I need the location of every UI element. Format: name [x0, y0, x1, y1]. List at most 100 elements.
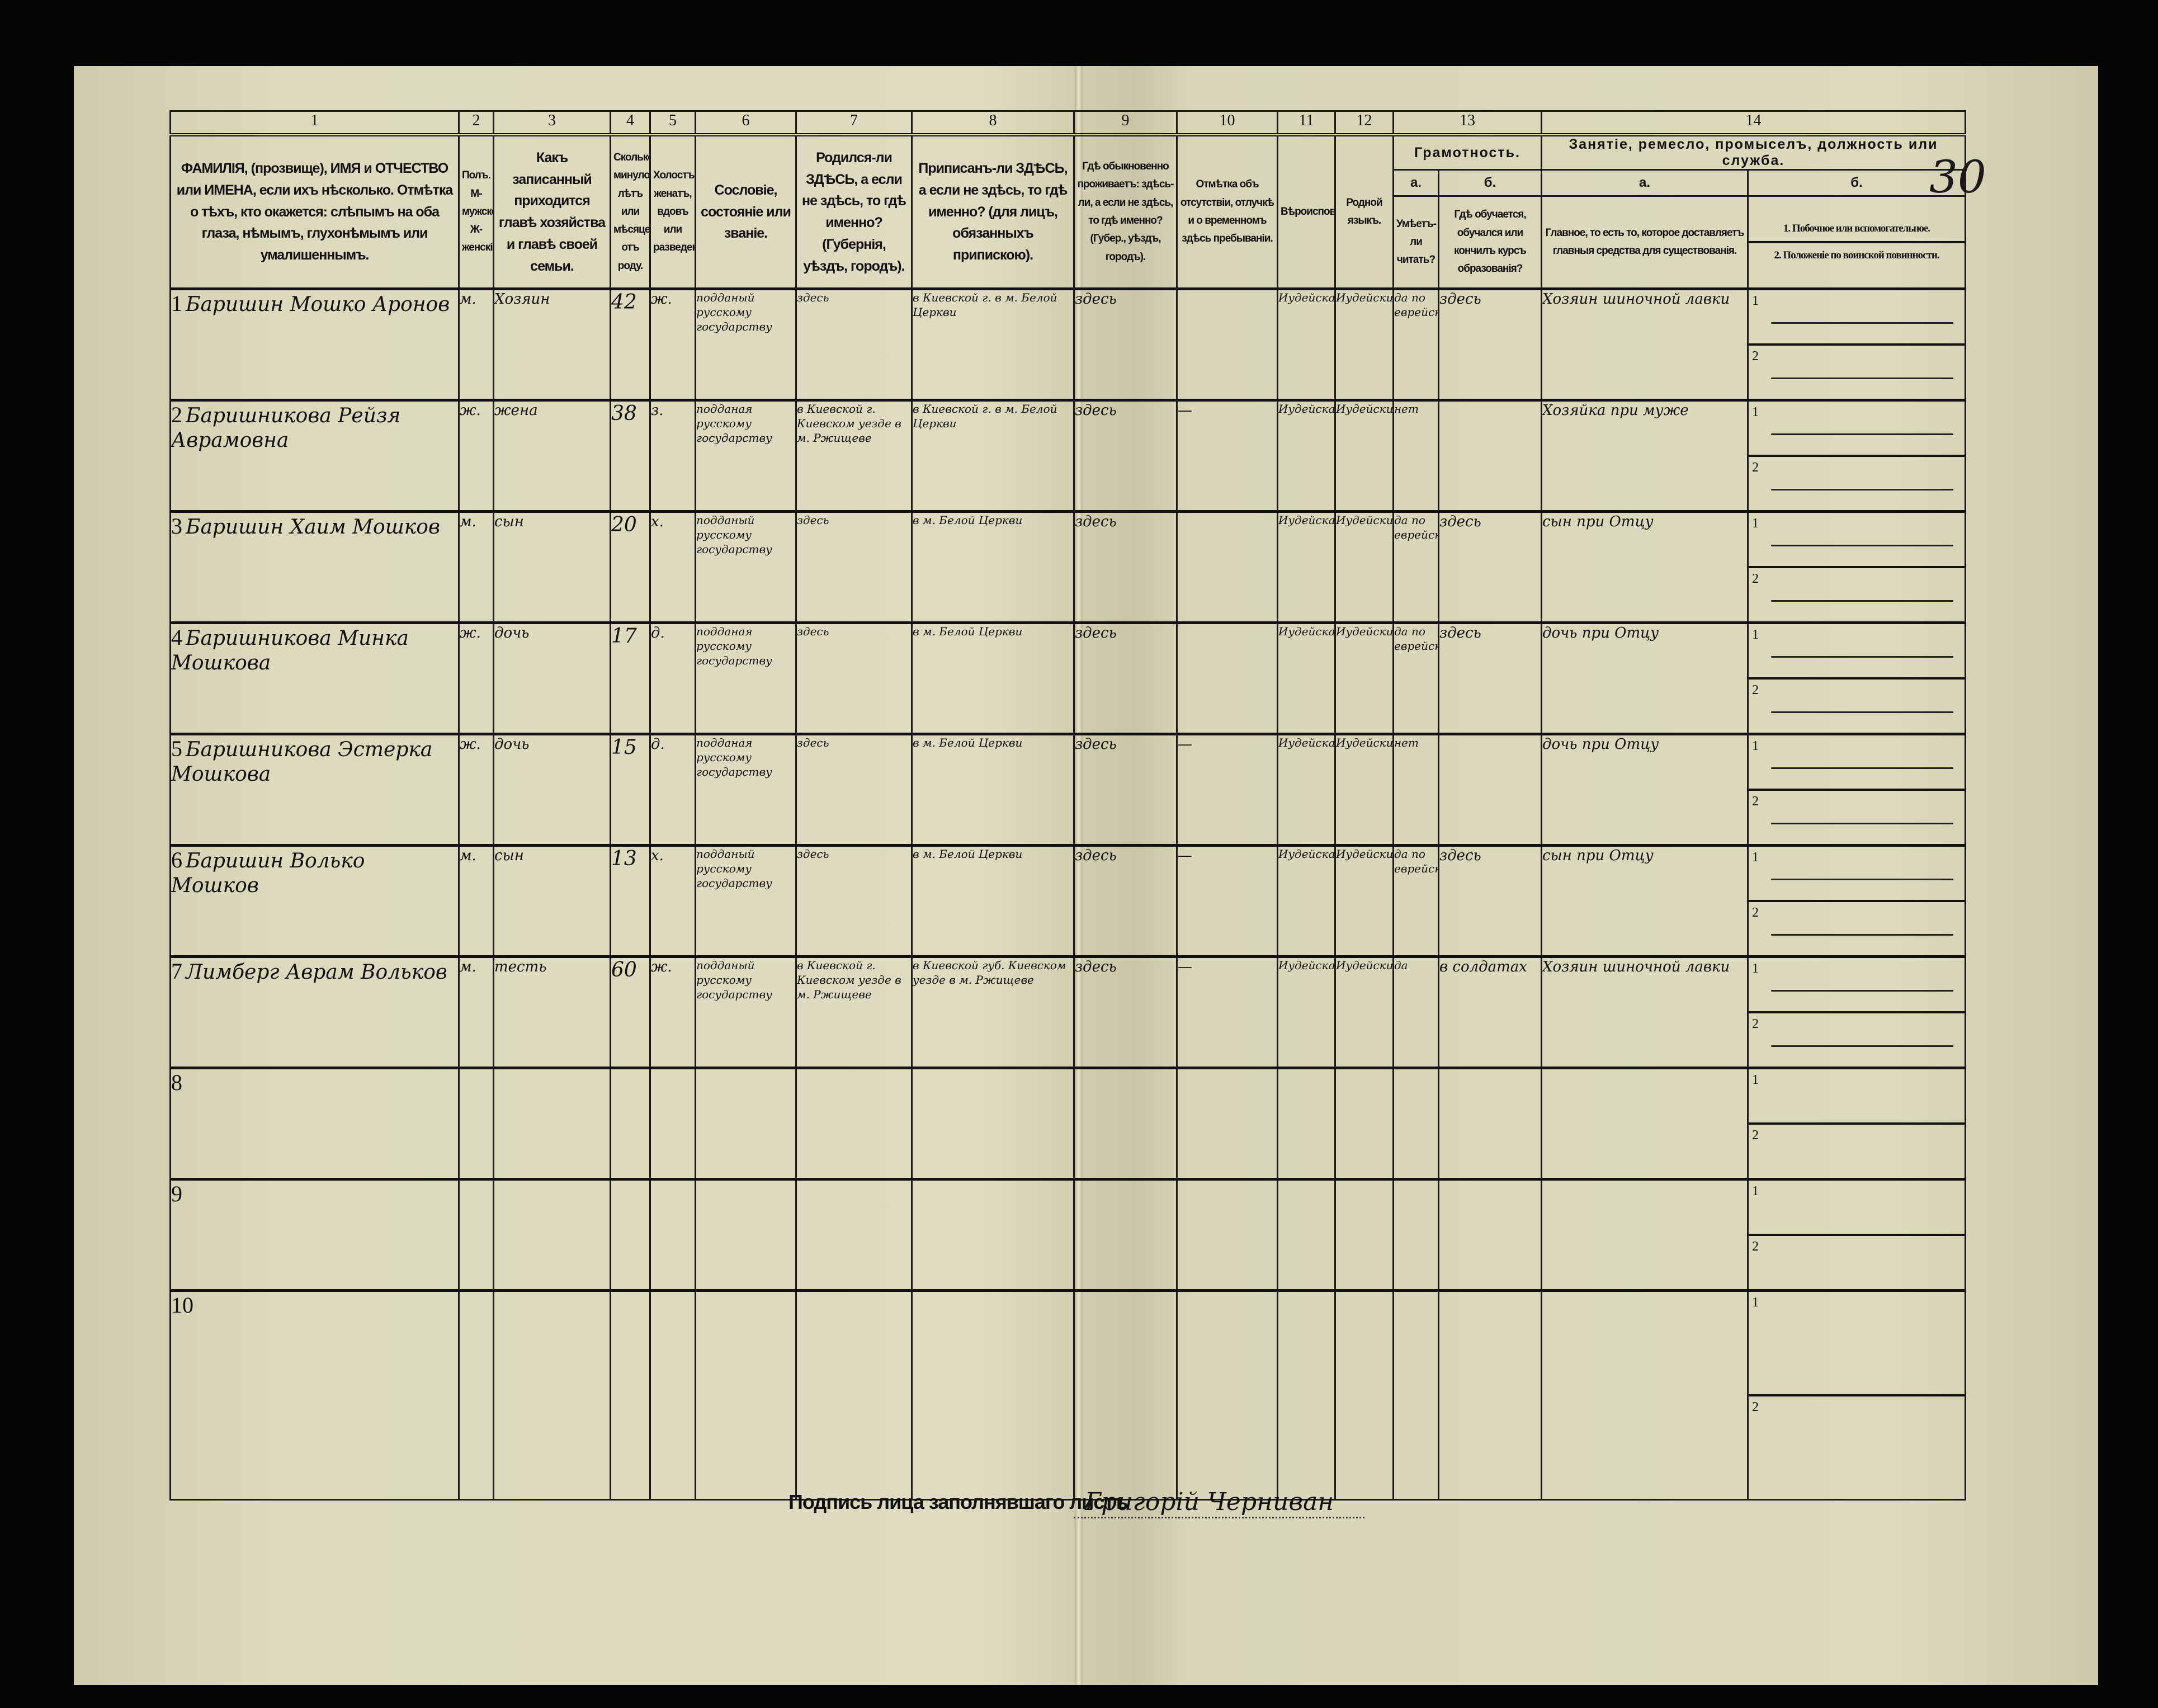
subcell-label: 1 [1752, 1295, 1759, 1310]
cell-education: здесь [1438, 287, 1542, 401]
cell-birthplace: в Киевской г. Киевском уезде в м. Ржищев… [795, 955, 913, 1069]
person-name: Баришникова Минка Мошкова [171, 627, 409, 674]
cell-language: Иудейский [1334, 287, 1394, 401]
cell-literate [1392, 1289, 1439, 1501]
person-name: Баришин Мошко Аронов [186, 293, 450, 316]
colnum: 5 [649, 110, 696, 136]
header-14b-letter: б. [1747, 169, 1966, 197]
header-marital: Холостъ, женатъ, вдовъ или разведенъ. [649, 134, 696, 290]
cell-language [1334, 1067, 1394, 1180]
cell-religion: Иудейская [1277, 844, 1336, 957]
cell-birthplace: здесь [795, 733, 913, 846]
colnum: 2 [458, 110, 494, 136]
cell-name: 3 Баришин Хаим Мошков [169, 510, 460, 624]
cell-literate: да [1392, 955, 1439, 1069]
secondary-subcell: 1 [1750, 960, 1964, 1012]
cell-education [1438, 1178, 1542, 1291]
cell-sex: ж. [458, 733, 494, 846]
cell-sex [458, 1067, 494, 1180]
header-literacy: Грамотность. [1392, 134, 1542, 171]
colnum: 10 [1176, 110, 1278, 136]
cell-marital: з. [649, 399, 696, 512]
cell-estate [695, 1067, 797, 1180]
secondary-subcell: 2 [1749, 566, 1964, 621]
dash-mark [1771, 545, 1953, 546]
cell-residence [1073, 1067, 1178, 1180]
row-number: 1 [171, 291, 183, 317]
cell-estate: подданый русскому государству [695, 844, 797, 957]
cell-relation: дочь [493, 733, 611, 846]
cell-relation: сын [493, 510, 611, 624]
row-number: 8 [171, 1070, 183, 1096]
cell-birthplace: в Киевской г. Киевском уезде в м. Ржищев… [795, 399, 913, 512]
colnum: 7 [795, 110, 913, 136]
colnum: 3 [493, 110, 611, 136]
header-occupation: Занятіе, ремесло, промыселъ, должность и… [1541, 134, 1966, 171]
secondary-subcell: 1 [1750, 403, 1964, 455]
table-row: 5 Баришникова Эстерка Мошкова ж. дочь 15 д. по… [169, 733, 1966, 846]
cell-occupation [1541, 1067, 1749, 1180]
cell-age [610, 1289, 651, 1501]
cell-registered: в м. Белой Церкви [911, 510, 1075, 624]
subcell-label: 2 [1752, 460, 1759, 475]
cell-education [1438, 399, 1542, 512]
cell-occupation: Хозяин шиночной лавки [1541, 287, 1749, 401]
secondary-subcell: 2 [1749, 677, 1964, 733]
header-14a-letter: а. [1541, 169, 1749, 197]
secondary-subcell: 1 [1750, 737, 1964, 789]
cell-literate: да по еврейски [1392, 844, 1439, 957]
cell-relation: сын [493, 844, 611, 957]
colnum: 13 [1392, 110, 1542, 136]
cell-estate: подданый русскому государству [695, 955, 797, 1069]
cell-religion: Иудейская [1277, 955, 1336, 1069]
cell-occupation [1541, 1289, 1749, 1501]
cell-name: 7 Лимберг Аврам Вольков [169, 955, 460, 1069]
cell-age: 15 [610, 733, 651, 846]
row-number: 2 [171, 402, 183, 428]
cell-age: 38 [610, 399, 651, 512]
header-can-read: Умѣетъ-ли читать? [1392, 195, 1439, 290]
cell-occupation: сын при Отцу [1541, 844, 1749, 957]
cell-literate: нет [1392, 399, 1439, 512]
dash-mark [1771, 934, 1953, 936]
cell-residence: здесь [1073, 955, 1178, 1069]
subcell-label: 2 [1752, 572, 1759, 586]
cell-marital [649, 1178, 696, 1291]
subcell-label: 2 [1752, 1239, 1759, 1254]
header-religion: Вѣроисповѣданіе. [1277, 134, 1336, 290]
row-number: 5 [171, 736, 183, 762]
cell-absence: — [1176, 399, 1278, 512]
cell-age: 13 [610, 844, 651, 957]
header-absence: Отмѣтка объ отсутствіи, отлучкѣ и о врем… [1176, 134, 1278, 290]
page-number: 30 [1929, 151, 1986, 203]
cell-religion: Иудейская [1277, 621, 1336, 735]
cell-literate: да по еврейски [1392, 510, 1439, 624]
cell-language: Иудейский [1334, 510, 1394, 624]
cell-marital [649, 1067, 696, 1180]
secondary-subcell: 1 [1750, 1182, 1964, 1234]
cell-name: 10 [169, 1289, 460, 1501]
header-subtext-row: Умѣетъ-ли читать? Гдѣ обучается, обучалс… [171, 195, 1966, 290]
cell-birthplace: здесь [795, 844, 913, 957]
secondary-subcell: 1 [1750, 515, 1964, 567]
cell-residence: здесь [1073, 510, 1178, 624]
cell-relation: тесть [493, 955, 611, 1069]
cell-religion: Иудейская [1277, 510, 1336, 624]
cell-relation [493, 1178, 611, 1291]
signature-label: Подпись лица заполнявшаго листъ [788, 1490, 1128, 1513]
header-sex: Полъ. М-мужской. Ж-женскій. [458, 134, 494, 290]
secondary-subcell: 2 [1749, 343, 1964, 399]
header-estate: Сословіе, состояніе или званіе. [695, 134, 797, 290]
subcell-label: 1 [1752, 1073, 1759, 1087]
subcell-label: 1 [1752, 850, 1759, 865]
cell-absence [1176, 287, 1278, 401]
header-age: Сколько минуло лѣтъ или мѣсяцевъ отъ род… [610, 134, 651, 290]
cell-religion: Иудейская [1277, 733, 1336, 846]
subcell-label: 1 [1752, 405, 1759, 419]
cell-education: в солдатах [1438, 955, 1542, 1069]
cell-relation [493, 1067, 611, 1180]
row-number: 10 [171, 1292, 194, 1318]
